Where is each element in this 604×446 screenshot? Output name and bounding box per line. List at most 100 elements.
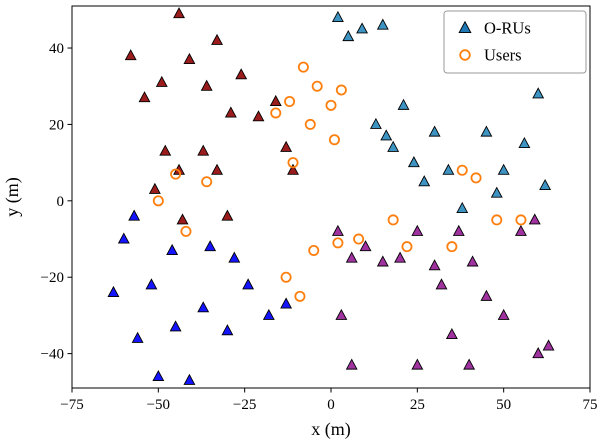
oru-triangle-marker xyxy=(345,358,358,370)
oru-triangle-marker xyxy=(145,278,158,290)
oru-triangle-marker xyxy=(169,320,182,332)
y-axis-label: y (m) xyxy=(2,177,23,217)
oru-triangle-marker xyxy=(418,175,431,187)
oru-triangle-marker xyxy=(221,324,234,336)
oru-triangle-marker xyxy=(197,144,210,156)
oru-triangle-marker xyxy=(376,18,389,30)
user-circle-marker xyxy=(459,49,471,61)
series-o-rus-cluster-northeast xyxy=(331,10,552,213)
oru-triangle-marker xyxy=(442,163,455,175)
user-circle-marker xyxy=(180,225,192,237)
oru-triangle-marker xyxy=(497,163,510,175)
oru-triangle-marker xyxy=(176,213,189,225)
oru-triangle-marker xyxy=(124,49,137,61)
legend-label-o-rus: O-RUs xyxy=(484,19,531,38)
series-o-rus-cluster-northwest xyxy=(124,7,299,225)
oru-triangle-marker xyxy=(452,224,465,236)
oru-triangle-marker xyxy=(518,136,531,149)
oru-triangle-marker xyxy=(387,140,400,152)
oru-triangle-marker xyxy=(224,106,237,118)
oru-triangle-marker xyxy=(331,10,344,22)
user-circle-marker xyxy=(280,271,292,283)
oru-triangle-marker xyxy=(369,117,382,129)
oru-triangle-marker xyxy=(335,308,348,320)
user-circle-marker xyxy=(297,61,309,73)
oru-triangle-marker xyxy=(456,201,469,213)
oru-triangle-marker xyxy=(287,163,299,175)
oru-triangle-marker xyxy=(235,68,248,80)
oru-triangle-marker xyxy=(152,369,165,382)
x-tick-label: 25 xyxy=(410,397,425,413)
x-tick-label: 0 xyxy=(327,397,335,413)
oru-triangle-marker xyxy=(242,278,255,290)
user-circle-marker xyxy=(287,157,299,169)
user-circle-marker xyxy=(201,176,213,188)
user-circle-marker xyxy=(332,237,344,249)
legend: O-RUs Users xyxy=(443,10,587,74)
oru-triangle-marker xyxy=(173,7,186,19)
x-axis-ticks: −75 −50 −25 0 25 50 75 xyxy=(60,388,598,413)
oru-triangle-marker xyxy=(228,251,241,263)
oru-triangle-marker xyxy=(428,259,441,271)
oru-triangle-marker xyxy=(211,163,223,175)
legend-box xyxy=(443,10,587,74)
oru-triangle-marker xyxy=(155,75,168,87)
x-tick-label: −25 xyxy=(233,397,256,413)
oru-triangle-marker xyxy=(542,339,555,351)
oru-triangle-marker xyxy=(463,358,476,370)
oru-triangle-marker xyxy=(539,178,552,191)
oru-triangle-marker xyxy=(200,79,213,91)
oru-triangle-marker xyxy=(497,308,510,320)
series-o-rus-cluster-southeast xyxy=(331,213,555,370)
oru-triangle-marker xyxy=(269,94,282,107)
user-circle-marker xyxy=(270,107,282,119)
oru-triangle-marker xyxy=(480,125,493,137)
oru-triangle-marker xyxy=(183,52,196,64)
oru-triangle-marker xyxy=(407,156,420,168)
oru-triangle-marker xyxy=(532,87,545,99)
user-circle-marker xyxy=(152,195,164,207)
oru-triangle-marker xyxy=(128,209,141,221)
user-circle-marker xyxy=(491,214,503,226)
x-tick-label: −50 xyxy=(147,397,170,413)
oru-triangle-marker xyxy=(359,240,372,252)
oru-triangle-marker xyxy=(376,255,389,267)
oru-triangle-marker xyxy=(183,373,196,385)
oru-triangle-marker xyxy=(148,182,161,194)
y-tick-label: 40 xyxy=(49,41,64,57)
oru-triangle-marker xyxy=(435,278,448,290)
y-axis-ticks: −40 −20 0 20 40 xyxy=(41,41,72,363)
oru-triangle-marker xyxy=(528,213,541,225)
user-circle-marker xyxy=(328,134,340,146)
oru-triangle-marker xyxy=(342,29,355,42)
user-circle-marker xyxy=(335,84,347,96)
oru-triangle-marker xyxy=(204,240,217,252)
x-axis-label: x (m) xyxy=(311,419,351,440)
oru-triangle-marker xyxy=(221,209,234,221)
oru-triangle-marker xyxy=(280,140,293,152)
user-circle-marker xyxy=(325,99,337,111)
oru-triangle-marker xyxy=(356,22,369,34)
oru-triangle-marker xyxy=(197,301,210,313)
user-circle-marker xyxy=(515,214,527,226)
user-circle-marker xyxy=(311,80,323,92)
oru-triangle-marker xyxy=(262,308,275,320)
oru-triangle-marker xyxy=(252,110,265,122)
oru-triangle-marker xyxy=(159,144,172,156)
x-tick-label: −75 xyxy=(60,397,83,413)
user-circle-marker xyxy=(446,241,458,253)
oru-triangle-marker xyxy=(490,186,503,198)
oru-triangle-marker xyxy=(280,297,293,309)
series-users xyxy=(152,61,527,302)
oru-triangle-marker xyxy=(345,251,358,263)
user-circle-marker xyxy=(308,244,320,256)
oru-triangle-marker xyxy=(480,289,493,301)
oru-triangle-marker xyxy=(166,243,179,255)
oru-triangle-marker xyxy=(445,327,458,340)
oru-triangle-marker xyxy=(532,347,545,359)
y-tick-label: −40 xyxy=(41,347,64,363)
oru-triangle-marker xyxy=(514,224,527,236)
oru-triangle-marker xyxy=(394,251,407,263)
